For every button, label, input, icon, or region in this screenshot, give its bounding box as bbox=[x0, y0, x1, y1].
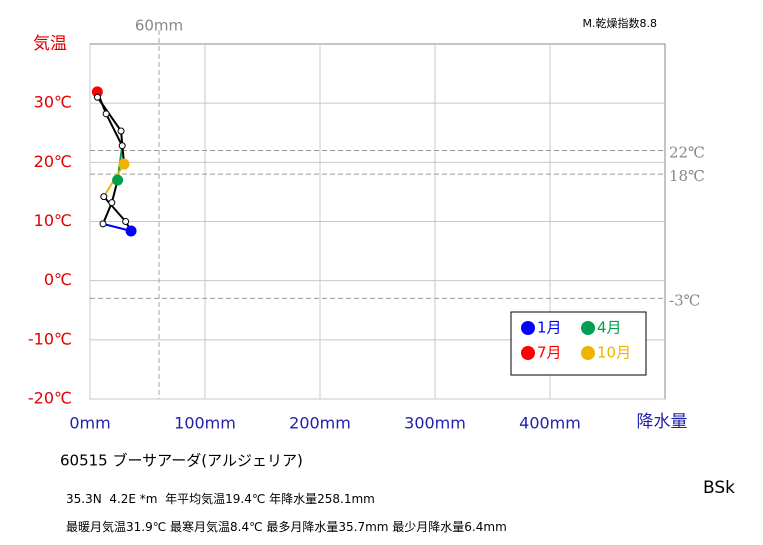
x-tick-label: 100mm bbox=[174, 414, 236, 433]
reference-label: 22℃ bbox=[669, 144, 705, 162]
climate-class: BSk bbox=[703, 478, 735, 498]
y-tick-label: 30℃ bbox=[34, 93, 72, 112]
legend-label: 10月 bbox=[597, 344, 631, 362]
x-tick-label: 400mm bbox=[519, 414, 581, 433]
chart: 気温 降水量 M.乾燥指数8.8 60515 ブーサアーダ(アルジェリア) -2… bbox=[28, 16, 705, 470]
month-segment bbox=[105, 113, 124, 147]
reference-label: 60mm bbox=[135, 17, 183, 35]
month-point bbox=[100, 193, 108, 201]
month-point bbox=[93, 93, 101, 101]
y-tick-label: 10℃ bbox=[34, 211, 72, 230]
legend-label: 7月 bbox=[537, 344, 562, 362]
month-point bbox=[117, 127, 125, 135]
legend-label: 4月 bbox=[597, 319, 622, 337]
x-tick-label: 200mm bbox=[289, 414, 351, 433]
month-segment bbox=[103, 195, 127, 223]
info-line: 35.3N 4.2E *m 年平均気温19.4℃ 年降水量258.1mm bbox=[66, 492, 375, 506]
legend-marker bbox=[521, 321, 535, 335]
legend-marker bbox=[581, 346, 595, 360]
x-axis-label: 降水量 bbox=[637, 412, 688, 432]
y-tick-label: 20℃ bbox=[34, 152, 72, 171]
month-segment bbox=[102, 202, 113, 225]
month-point bbox=[108, 199, 116, 207]
annotation: M.乾燥指数8.8 bbox=[583, 16, 657, 30]
reference-label: 18℃ bbox=[669, 167, 705, 185]
legend-box bbox=[510, 311, 647, 376]
month-point bbox=[125, 225, 137, 237]
info-line: 最暖月気温31.9℃ 最寒月気温8.4℃ 最多月降水量35.7mm 最少月降水量… bbox=[66, 520, 507, 534]
legend-label: 1月 bbox=[537, 319, 562, 337]
station-title: 60515 ブーサアーダ(アルジェリア) bbox=[60, 452, 303, 470]
month-point bbox=[112, 174, 124, 186]
month-point bbox=[118, 142, 126, 150]
month-point bbox=[99, 220, 107, 228]
reference-label: -3℃ bbox=[669, 291, 700, 309]
x-tick-label: 0mm bbox=[69, 414, 110, 433]
legend-marker bbox=[581, 321, 595, 335]
y-axis-label: 気温 bbox=[33, 34, 67, 54]
month-point bbox=[118, 158, 130, 170]
month-point bbox=[102, 110, 110, 118]
month-point bbox=[122, 218, 130, 225]
x-tick-label: 300mm bbox=[404, 414, 466, 433]
y-tick-label: -10℃ bbox=[28, 329, 72, 348]
legend-marker bbox=[521, 346, 535, 360]
y-tick-label: 0℃ bbox=[44, 270, 72, 289]
y-tick-label: -20℃ bbox=[28, 389, 72, 408]
